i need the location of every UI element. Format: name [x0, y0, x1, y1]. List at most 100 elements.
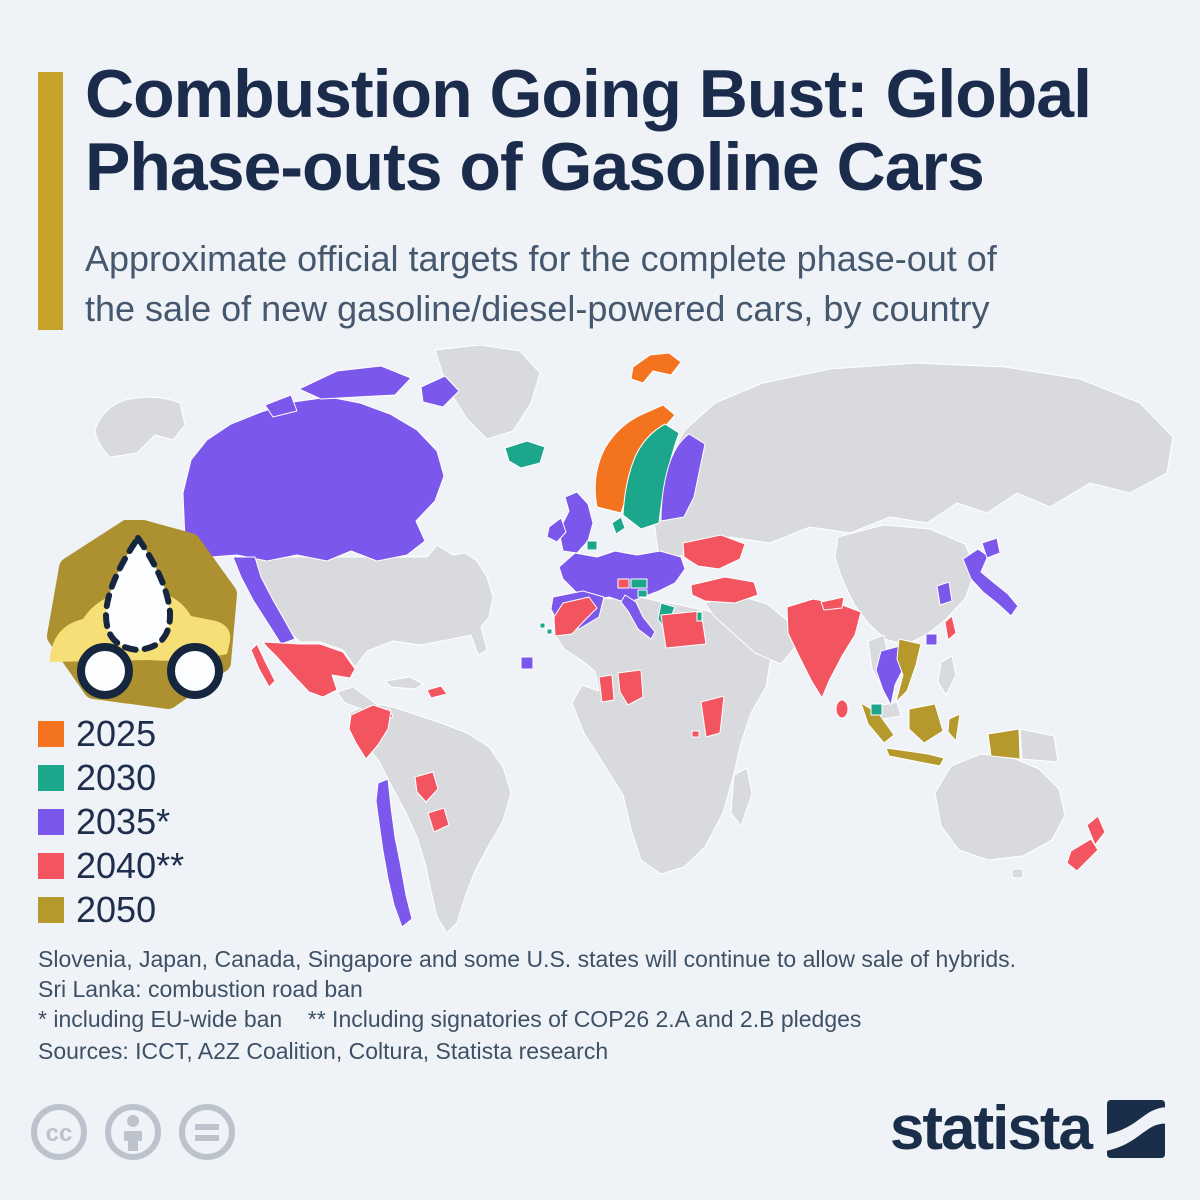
map-region-new-zealand: [1086, 815, 1106, 846]
legend-label: 2035*: [76, 801, 171, 842]
map-region-finland: [660, 433, 706, 522]
legend-swatch-2035: [38, 809, 64, 835]
map-region-chile: [375, 778, 413, 928]
svg-text:cc: cc: [46, 1120, 73, 1147]
map-region-cape-verde: [539, 622, 546, 629]
footnote-sri-lanka: Sri Lanka: combustion road ban: [38, 976, 363, 1002]
map-region-singapore: [870, 703, 883, 716]
map-region-middle-east: [704, 594, 798, 665]
map-legend: 2025 2030 2035* 2040** 2050: [38, 712, 184, 932]
map-region-morocco: [553, 596, 598, 637]
map-region-india: [786, 598, 862, 699]
map-region-baja-california: [250, 643, 276, 688]
map-region-australia: [934, 753, 1066, 861]
map-region-south-korea: [936, 581, 953, 606]
map-region-rwanda: [691, 730, 700, 738]
map-region-greenland: [434, 345, 541, 440]
map-region-hispaniola: [426, 685, 448, 699]
map-region-egypt: [660, 610, 707, 649]
sources-line: Sources: ICCT, A2Z Coalition, Coltura, S…: [38, 1038, 609, 1064]
map-region-arctic-islands: [420, 375, 460, 408]
map-region-paraguay: [414, 771, 439, 803]
legend-item-2035: 2035*: [38, 800, 184, 844]
title-accent-bar: [38, 72, 63, 330]
statista-branding: statista: [890, 1098, 1165, 1160]
legend-swatch-2030: [38, 765, 64, 791]
map-region-italy: [620, 594, 656, 640]
map-region-philippines: [937, 655, 957, 696]
map-region-uruguay: [427, 807, 450, 833]
statista-logo-icon: [1107, 1100, 1165, 1158]
map-region-hong-kong: [925, 633, 938, 646]
map-region-alaska: [94, 396, 186, 458]
map-region-indonesia-java: [885, 747, 945, 767]
world-map: [85, 345, 1185, 945]
legend-swatch-2040: [38, 853, 64, 879]
map-region-netherlands: [586, 540, 598, 551]
page-title: Combustion Going Bust: Global Phase-outs…: [85, 56, 1092, 205]
license-badge: cc: [30, 1103, 236, 1161]
map-region-new-guinea-east: [1019, 728, 1059, 763]
map-region-iceland: [504, 440, 546, 469]
legend-swatch-2025: [38, 721, 64, 747]
map-region-us-west-coast: [232, 556, 296, 645]
title-line-1: Combustion Going Bust: Global: [85, 56, 1092, 132]
map-region-azores: [520, 656, 534, 670]
map-region-mexico: [262, 641, 356, 698]
map-region-united-kingdom: [558, 491, 594, 554]
map-region-arctic-islands: [264, 394, 298, 418]
attribution-icon: [105, 1104, 161, 1160]
car-wheel-rear: [77, 643, 133, 699]
map-region-cape-verde: [546, 628, 553, 635]
map-region-indonesia-borneo: [908, 703, 944, 744]
map-region-indonesia-sulawesi: [947, 713, 961, 742]
legend-label: 2030: [76, 757, 157, 798]
map-region-ireland: [546, 517, 567, 543]
map-region-ukraine: [682, 534, 746, 570]
map-region-new-zealand: [1066, 838, 1099, 872]
map-region-denmark: [611, 516, 626, 535]
title-line-2: Phase-outs of Gasoline Cars: [85, 129, 985, 205]
legend-item-2050: 2050: [38, 888, 184, 932]
footnotes: Slovenia, Japan, Canada, Singapore and s…: [38, 944, 1016, 1034]
map-region-switzerland: [617, 578, 630, 589]
legend-label: 2040**: [76, 845, 185, 886]
map-region-sri-lanka: [835, 699, 849, 719]
map-region-svalbard: [630, 352, 682, 384]
map-region-slovenia: [637, 589, 648, 598]
map-region-austria: [630, 578, 648, 589]
legend-item-2030: 2030: [38, 756, 184, 800]
map-region-colombia: [348, 704, 392, 760]
map-region-nigeria: [617, 669, 644, 706]
legend-label: 2050: [76, 889, 157, 930]
fuel-drop-icon: [102, 532, 174, 654]
map-region-cuba: [384, 676, 424, 690]
creative-commons-icon: cc: [31, 1104, 87, 1160]
gasoline-drop-car-icon: [28, 517, 246, 725]
footnote-asterisks: * including EU-wide ban ** Including sig…: [38, 1006, 862, 1032]
map-region-turkey: [690, 576, 759, 604]
statista-logo-text: statista: [889, 1094, 1093, 1163]
subtitle-line-2: the sale of new gasoline/diesel-powered …: [85, 288, 990, 329]
legend-swatch-2050: [38, 897, 64, 923]
map-region-vietnam: [895, 638, 922, 703]
car-wheel-front: [167, 643, 223, 699]
map-region-israel: [696, 611, 703, 622]
map-region-japan-hokkaido: [981, 537, 1001, 559]
page-subtitle: Approximate official targets for the com…: [85, 234, 997, 334]
map-region-nepal: [820, 596, 845, 611]
legend-label: 2025: [76, 713, 157, 754]
map-region-canada: [182, 396, 445, 562]
legend-item-2040: 2040**: [38, 844, 184, 888]
no-derivatives-icon: [179, 1104, 235, 1160]
subtitle-line-1: Approximate official targets for the com…: [85, 238, 997, 279]
footnote-hybrids: Slovenia, Japan, Canada, Singapore and s…: [38, 946, 1017, 972]
map-region-russia: [652, 362, 1174, 560]
map-region-taiwan: [944, 615, 957, 641]
map-region-arctic-islands: [298, 365, 412, 400]
legend-item-2025: 2025: [38, 712, 184, 756]
map-region-ghana: [598, 674, 615, 703]
map-region-madagascar: [730, 767, 753, 827]
map-region-kenya: [700, 695, 725, 738]
map-region-tasmania: [1011, 868, 1024, 879]
